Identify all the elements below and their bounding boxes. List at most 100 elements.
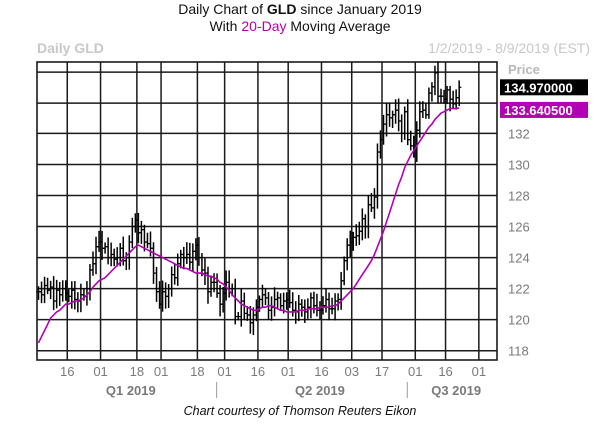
ohlc-bar [202, 258, 208, 285]
ohlc-bar [139, 220, 144, 244]
ohlc-bar [45, 277, 50, 295]
plot-frame [36, 61, 498, 361]
ohlc-bar [390, 110, 395, 129]
ohlc-bar [60, 280, 65, 302]
ohlc-bar [48, 280, 53, 300]
ohlc-bar [105, 237, 111, 265]
y-tick-label: 126 [508, 220, 530, 235]
ohlc-bar [453, 89, 459, 110]
x-tick-label: 16 [314, 364, 328, 379]
ohlc-bar [308, 292, 314, 319]
ohlc-bar [372, 188, 377, 219]
x-tick-label: 18 [130, 364, 144, 379]
y-axis-title: Price [508, 62, 540, 77]
ohlc-bar [51, 276, 56, 311]
period-label: Q1 2019 [106, 383, 156, 398]
last-price-callout: 134.970000 [500, 79, 588, 96]
ohlc-bar [93, 236, 99, 275]
ohlc-bar [102, 242, 108, 254]
ohlc-bar [69, 281, 75, 309]
ohlc-bar [338, 271, 344, 310]
ohlc-bar [205, 266, 211, 304]
ohlc-bar [344, 238, 350, 271]
chart-grid [36, 61, 498, 361]
y-tick-label: 122 [508, 282, 530, 297]
ohlc-bar [39, 281, 44, 304]
ohlc-bar [447, 85, 453, 112]
ohlc-bar [72, 281, 78, 310]
moving-average-line [37, 107, 460, 344]
x-tick-label: 18 [190, 364, 204, 379]
ohlc-bar [57, 281, 62, 306]
ohlc-bar [54, 279, 59, 309]
ohlc-bar [75, 292, 81, 313]
subtitle-suffix: Moving Average [286, 18, 391, 34]
ohlc-bar [169, 266, 174, 297]
x-tick-label: 01 [281, 364, 295, 379]
y-tick-label: 118 [508, 344, 529, 359]
ohlc-bar [184, 242, 190, 264]
ohlc-bar [432, 65, 438, 96]
x-tick-label: 17 [375, 364, 389, 379]
subtitle-ma-period: 20-Day [241, 18, 287, 34]
y-tick-label: 120 [508, 313, 530, 328]
ohlc-bar [456, 80, 462, 107]
ohlc-bar [163, 282, 168, 309]
ohlc-bar [269, 296, 274, 321]
chart-subtitle: With 20-Day Moving Average [0, 18, 600, 34]
ohlc-bar [314, 293, 320, 317]
ohlc-bar [384, 102, 389, 137]
ohlc-bar [423, 103, 429, 119]
x-tick-label: 16 [251, 364, 265, 379]
chart-credit: Chart courtesy of Thomson Reuters Eikon [183, 404, 417, 418]
y-tick-label: 132 [508, 126, 530, 141]
subtitle-prefix: With [209, 18, 242, 34]
title-ticker: GLD [266, 1, 297, 17]
ohlc-bar [354, 224, 359, 246]
ohlc-bar [275, 291, 280, 309]
title-suffix: since January 2019 [296, 1, 422, 17]
ohlc-bar [399, 114, 404, 143]
ohlc-bar [290, 292, 295, 317]
ohlc-bar [323, 288, 329, 313]
ohlc-bar [435, 61, 441, 104]
y-tick-label: 128 [508, 188, 530, 203]
last-price-label: 134.970000 [504, 80, 573, 95]
ohlc-bar [429, 82, 435, 102]
ma-value-box [500, 101, 588, 118]
ohlc-bar [357, 221, 362, 246]
last-price-box [500, 79, 588, 96]
instrument-label: Daily GLD [37, 40, 104, 56]
ohlc-bar [154, 266, 159, 302]
ohlc-bar [175, 253, 180, 286]
ohlc-bar [214, 273, 220, 298]
ohlc-bar [187, 242, 193, 270]
ohlc-bar [332, 293, 338, 321]
ohlc-bar [387, 103, 392, 127]
x-tick-label: 01 [154, 364, 168, 379]
ohlc-bar [263, 288, 268, 306]
ohlc-bar [130, 217, 135, 249]
ohlc-bar [166, 284, 171, 308]
ma-callout: 133.640500 [500, 101, 588, 118]
chart-title: Daily Chart of GLD since January 2019 [0, 1, 600, 17]
ohlc-bar [360, 208, 365, 241]
ohlc-bar [42, 276, 47, 304]
title-prefix: Daily Chart of [178, 1, 267, 17]
x-tick-label: 16 [438, 364, 452, 379]
moving-average-layer [37, 107, 460, 344]
y-tick-label: 124 [508, 251, 530, 266]
ohlc-bar [272, 287, 277, 317]
ohlc-bar [417, 101, 423, 138]
ohlc-bar [296, 295, 301, 322]
chart-axes: 118 120 122 124 126 128 130 132 16 01 18 01 18 01 16 01… [60, 62, 588, 398]
period-label: Q3 2019 [431, 383, 481, 398]
ohlc-bar [450, 90, 456, 109]
ohlc-bar [366, 195, 371, 239]
date-range-label: 1/2/2019 - 8/9/2019 (EST) [428, 40, 590, 56]
period-label: Q2 2019 [295, 383, 345, 398]
ohlc-bar [217, 284, 223, 317]
x-tick-label: 03 [345, 364, 359, 379]
ohlc-bar [145, 232, 150, 249]
